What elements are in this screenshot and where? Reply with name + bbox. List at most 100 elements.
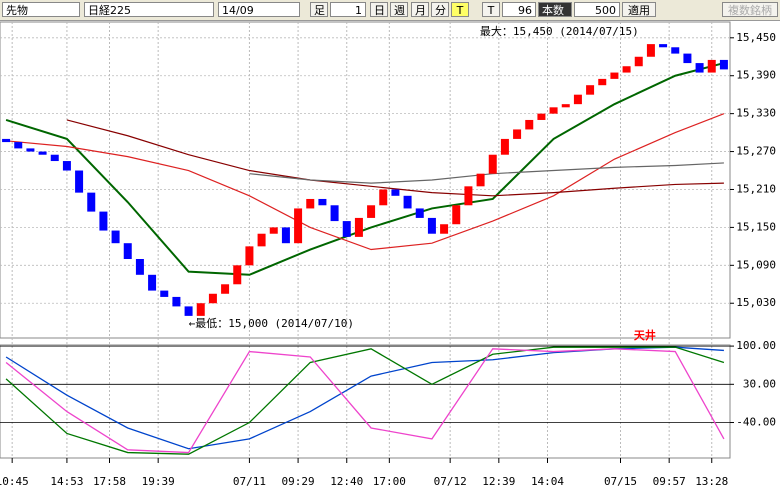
y-tick-label: 15,210 bbox=[736, 182, 776, 195]
candle bbox=[452, 205, 461, 225]
moving-average bbox=[66, 119, 724, 197]
candle bbox=[719, 59, 728, 70]
oscillator-line bbox=[5, 346, 725, 455]
count-label: 本数 bbox=[538, 2, 572, 17]
x-tick-label: 13:28 bbox=[695, 475, 728, 488]
candle bbox=[221, 284, 230, 294]
x-tick-label: 14:04 bbox=[531, 475, 564, 488]
x-tick-label: 12:39 bbox=[482, 475, 515, 488]
candle bbox=[671, 47, 680, 54]
candle bbox=[367, 205, 376, 218]
candle bbox=[38, 151, 47, 155]
tick-button[interactable]: T bbox=[451, 2, 469, 17]
x-tick-label: 12:40 bbox=[330, 475, 363, 488]
candle bbox=[403, 195, 412, 209]
candle bbox=[148, 274, 157, 291]
candle bbox=[622, 66, 631, 73]
candle bbox=[549, 107, 558, 114]
candle bbox=[391, 189, 400, 196]
annotation: 天井 bbox=[634, 328, 656, 342]
candle bbox=[50, 154, 59, 162]
y-tick-label: 100.00 bbox=[736, 339, 776, 352]
candle bbox=[476, 173, 485, 187]
candle bbox=[683, 53, 692, 64]
candle bbox=[330, 205, 339, 222]
candle bbox=[500, 138, 509, 155]
candle bbox=[160, 290, 169, 297]
annotation: ←最低：15,000 (2014/07/10) bbox=[189, 317, 354, 330]
index-select[interactable]: 日経225 bbox=[84, 2, 214, 17]
candle bbox=[415, 208, 424, 218]
candle bbox=[573, 94, 582, 105]
candle bbox=[537, 113, 546, 120]
chart: 10:45 14:53 17:58 19:39 07/11 09:29 12:40 17:00… bbox=[0, 21, 776, 488]
instrument-select[interactable]: 先物 bbox=[2, 2, 80, 17]
y-tick-label: 15,150 bbox=[736, 220, 776, 233]
candle bbox=[281, 227, 290, 244]
y-tick-label: -40.00 bbox=[736, 416, 776, 429]
y-tick-label: 15,030 bbox=[736, 296, 776, 309]
candle bbox=[318, 198, 327, 206]
count-input[interactable]: 96 bbox=[502, 2, 536, 17]
candle bbox=[135, 259, 144, 275]
candle bbox=[379, 189, 388, 206]
day-button[interactable]: 日 bbox=[370, 2, 388, 17]
y-tick-label: 15,390 bbox=[736, 69, 776, 82]
candle bbox=[561, 104, 570, 108]
candle bbox=[111, 230, 120, 244]
x-tick-label: 09:29 bbox=[282, 475, 315, 488]
candle bbox=[306, 198, 315, 209]
bar-input[interactable]: 1 bbox=[330, 2, 366, 17]
candle bbox=[342, 221, 351, 237]
candle bbox=[269, 227, 278, 234]
y-tick-label: 15,330 bbox=[736, 107, 776, 120]
x-tick-label: 17:58 bbox=[93, 475, 126, 488]
bar-label: 足 bbox=[310, 2, 328, 17]
moving-average bbox=[5, 62, 725, 276]
apply-button[interactable]: 適用 bbox=[622, 2, 656, 17]
candle bbox=[586, 85, 595, 95]
candle bbox=[233, 265, 242, 285]
candle bbox=[184, 306, 193, 316]
bars-input[interactable]: 500 bbox=[574, 2, 620, 17]
candle bbox=[294, 208, 303, 244]
osc-frame bbox=[0, 344, 731, 459]
candle bbox=[354, 217, 363, 237]
candle bbox=[172, 296, 181, 307]
candle bbox=[427, 217, 436, 234]
candle bbox=[123, 243, 132, 259]
candle bbox=[610, 72, 619, 79]
candle bbox=[62, 161, 71, 171]
candle bbox=[99, 211, 108, 231]
multi-button[interactable]: 複数銘柄 bbox=[722, 2, 778, 17]
minute-button[interactable]: 分 bbox=[431, 2, 449, 17]
candle bbox=[440, 224, 449, 234]
x-tick-label: 17:00 bbox=[373, 475, 406, 488]
moving-average bbox=[6, 113, 725, 251]
candle bbox=[245, 246, 254, 266]
oscillator-line bbox=[5, 348, 725, 454]
y-tick-label: 15,090 bbox=[736, 258, 776, 271]
candle bbox=[525, 119, 534, 130]
x-tick-label: 07/11 bbox=[233, 475, 266, 488]
candle bbox=[75, 170, 84, 193]
candle bbox=[208, 293, 217, 304]
x-tick-label: 19:39 bbox=[142, 475, 175, 488]
y-tick-label: 15,270 bbox=[736, 145, 776, 158]
candle bbox=[707, 59, 716, 73]
candle bbox=[464, 186, 473, 206]
x-tick-label: 09:57 bbox=[653, 475, 686, 488]
y-tick-label: 15,450 bbox=[736, 31, 776, 44]
main-frame bbox=[0, 21, 731, 339]
candle bbox=[14, 142, 23, 149]
candle bbox=[2, 138, 11, 143]
candle bbox=[659, 44, 668, 48]
candle bbox=[598, 78, 607, 86]
y-tick-label: 30.00 bbox=[743, 377, 776, 390]
week-button[interactable]: 週 bbox=[390, 2, 408, 17]
annotation: 最大：15,450 (2014/07/15) bbox=[480, 24, 639, 38]
candle bbox=[634, 56, 643, 67]
x-tick-label: 10:45 bbox=[0, 475, 29, 488]
contract-select[interactable]: 14/09 bbox=[218, 2, 300, 17]
month-button[interactable]: 月 bbox=[411, 2, 429, 17]
